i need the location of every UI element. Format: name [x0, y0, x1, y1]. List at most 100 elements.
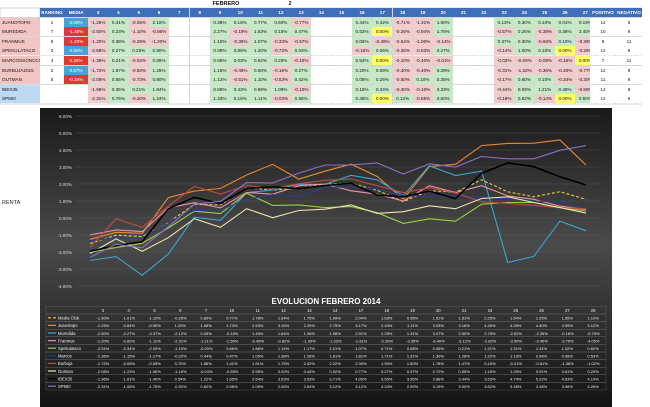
value-cell[interactable]: 0.90%: [148, 46, 170, 56]
value-cell[interactable]: -0.48%: [372, 36, 393, 46]
row-name[interactable]: IBEX35: [0, 84, 40, 94]
value-cell[interactable]: [453, 56, 474, 65]
value-cell[interactable]: [189, 65, 210, 75]
value-cell[interactable]: [331, 65, 352, 75]
value-cell[interactable]: [169, 56, 190, 65]
value-cell[interactable]: 0.03%: [291, 46, 312, 56]
value-cell[interactable]: -0.29%: [128, 36, 149, 46]
row-negativo[interactable]: 9: [616, 27, 642, 37]
value-cell[interactable]: -0.01%: [433, 56, 454, 65]
value-cell[interactable]: [169, 94, 190, 104]
value-cell[interactable]: -2.50%: [88, 27, 109, 37]
series-line-outman[interactable]: [89, 196, 587, 254]
row-negativo[interactable]: 9: [616, 75, 642, 85]
value-cell[interactable]: -0.14%: [494, 46, 515, 56]
value-cell[interactable]: 0.36%: [554, 27, 576, 37]
row-name[interactable]: BURBUJA2015: [0, 65, 40, 75]
value-cell[interactable]: 1.16%: [209, 65, 231, 75]
value-cell[interactable]: -0.51%: [230, 75, 251, 85]
value-cell[interactable]: [331, 36, 352, 46]
value-cell[interactable]: 2.10%: [148, 17, 170, 27]
row-media[interactable]: -0.34%: [64, 75, 88, 85]
value-cell[interactable]: 0.08%: [351, 75, 373, 85]
header-day[interactable]: 8: [189, 8, 210, 17]
value-cell[interactable]: -2.68%: [88, 46, 109, 56]
value-cell[interactable]: [331, 84, 352, 94]
value-cell[interactable]: [189, 46, 210, 56]
value-cell[interactable]: 0.89%: [250, 84, 271, 94]
value-cell[interactable]: 1.76%: [433, 27, 454, 37]
value-cell[interactable]: [169, 46, 190, 56]
value-cell[interactable]: 0.62%: [250, 56, 271, 65]
row-rank[interactable]: 3: [40, 46, 64, 56]
value-cell[interactable]: 0.80%: [148, 75, 170, 85]
value-cell[interactable]: -1.31%: [412, 17, 434, 27]
value-cell[interactable]: -0.68%: [534, 36, 555, 46]
value-cell[interactable]: 1.21%: [534, 84, 555, 94]
value-cell[interactable]: 1.09%: [270, 84, 291, 94]
series-line-marcos[interactable]: [89, 186, 587, 242]
value-cell[interactable]: 0.85%: [108, 75, 129, 85]
value-cell[interactable]: 0.27%: [433, 46, 454, 56]
value-cell[interactable]: [311, 46, 332, 56]
value-cell[interactable]: 0.77%: [250, 17, 271, 27]
value-cell[interactable]: 0.06%: [372, 46, 393, 56]
value-cell[interactable]: 0.16%: [230, 17, 251, 27]
value-cell[interactable]: [331, 56, 352, 65]
value-cell[interactable]: 0.60%: [433, 94, 454, 104]
row-rank[interactable]: 4: [40, 56, 64, 65]
value-cell[interactable]: 0.44%: [351, 17, 373, 27]
row-rank[interactable]: 5: [40, 75, 64, 85]
value-cell[interactable]: 0.27%: [108, 46, 129, 56]
value-cell[interactable]: 0.58%: [291, 94, 312, 104]
header-ranking[interactable]: RANKING: [40, 8, 64, 17]
row-media[interactable]: -1.20%: [64, 36, 88, 46]
value-cell[interactable]: [169, 75, 190, 85]
value-cell[interactable]: 0.60%: [270, 17, 291, 27]
value-cell[interactable]: -2.31%: [88, 94, 109, 104]
value-cell[interactable]: 1.20%: [250, 46, 271, 56]
header-day[interactable]: 23: [494, 8, 515, 17]
row-negativo[interactable]: 8: [616, 46, 642, 56]
value-cell[interactable]: -0.57%: [494, 27, 515, 37]
row-rank[interactable]: 6: [40, 36, 64, 46]
value-cell[interactable]: -1.72%: [88, 65, 109, 75]
value-cell[interactable]: 1.07%: [250, 36, 271, 46]
row-positivo[interactable]: 12: [590, 65, 616, 75]
value-cell[interactable]: 0.23%: [108, 27, 129, 37]
header-day[interactable]: 27: [575, 8, 596, 17]
value-cell[interactable]: -1.25%: [88, 17, 109, 27]
header-day[interactable]: 12: [270, 8, 291, 17]
row-negativo[interactable]: 11: [616, 36, 642, 46]
value-cell[interactable]: [311, 27, 332, 37]
series-line-media club[interactable]: [89, 179, 587, 245]
value-cell[interactable]: 0.00%: [372, 56, 393, 65]
row-name[interactable]: SPEKULATACO: [0, 46, 40, 56]
value-cell[interactable]: [311, 84, 332, 94]
value-cell[interactable]: 0.00%: [372, 94, 393, 104]
value-cell[interactable]: -0.26%: [392, 27, 413, 37]
value-cell[interactable]: 1.24%: [148, 94, 170, 104]
value-cell[interactable]: [331, 17, 352, 27]
value-cell[interactable]: 0.41%: [108, 17, 129, 27]
value-cell[interactable]: -0.16%: [270, 65, 291, 75]
value-cell[interactable]: [169, 65, 190, 75]
series-line-burbuja[interactable]: [89, 178, 587, 248]
value-cell[interactable]: [473, 46, 494, 56]
value-cell[interactable]: -0.40%: [412, 65, 434, 75]
value-cell[interactable]: -0.19%: [494, 94, 515, 104]
value-cell[interactable]: -0.10%: [291, 84, 312, 94]
value-cell[interactable]: [453, 46, 474, 56]
header-day[interactable]: 21: [453, 8, 474, 17]
header-day[interactable]: 14: [311, 8, 332, 17]
value-cell[interactable]: [311, 75, 332, 85]
header-day[interactable]: 22: [473, 8, 494, 17]
month-count[interactable]: 2: [288, 1, 292, 7]
value-cell[interactable]: 0.50%: [250, 65, 271, 75]
value-cell[interactable]: -0.02%: [494, 56, 515, 65]
value-cell[interactable]: [189, 27, 210, 37]
header-day[interactable]: 26: [554, 8, 576, 17]
row-rank[interactable]: 2: [40, 65, 64, 75]
value-cell[interactable]: -1.20%: [88, 36, 109, 46]
header-day[interactable]: 20: [433, 8, 454, 17]
